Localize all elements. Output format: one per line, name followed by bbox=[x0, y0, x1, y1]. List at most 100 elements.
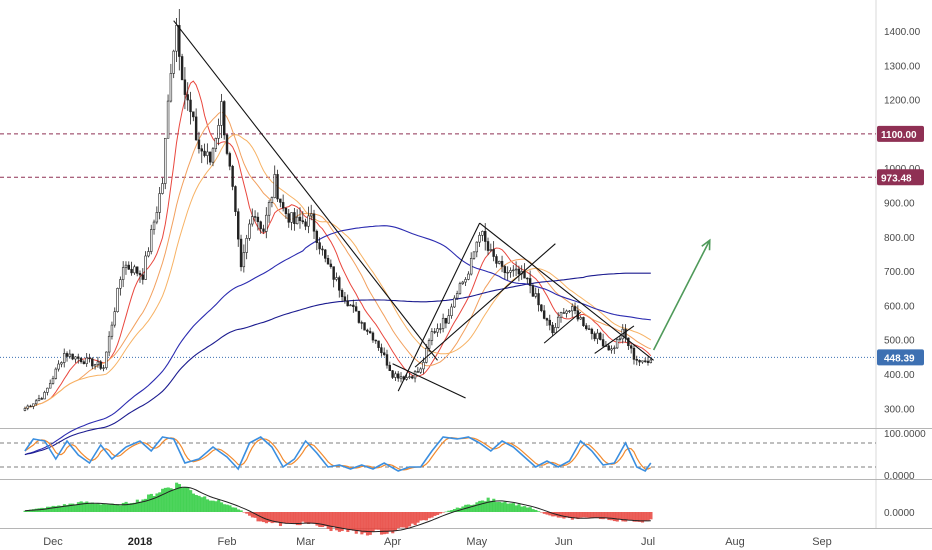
macd-histogram-bar bbox=[396, 512, 400, 529]
candle-body bbox=[287, 213, 290, 223]
macd-histogram-bar bbox=[175, 482, 179, 512]
macd-histogram-bar bbox=[183, 486, 187, 512]
ma-200-line bbox=[24, 272, 651, 456]
candle-body bbox=[579, 317, 582, 320]
candle-body bbox=[253, 216, 257, 218]
time-tick-label: 2018 bbox=[128, 536, 152, 548]
macd-histogram-bar bbox=[253, 512, 257, 518]
candle-body bbox=[164, 137, 167, 184]
macd-histogram-bar bbox=[517, 504, 521, 512]
macd-histogram-bar bbox=[545, 512, 549, 515]
candle-body bbox=[618, 338, 622, 340]
macd-histogram-bar bbox=[292, 512, 297, 524]
candle-body bbox=[281, 202, 285, 209]
candle-body bbox=[486, 241, 490, 251]
macd-histogram-bar bbox=[323, 512, 327, 527]
candle-body bbox=[34, 400, 38, 405]
macd-histogram-bar bbox=[335, 512, 339, 531]
macd-histogram-bar bbox=[427, 512, 431, 519]
candle-body bbox=[481, 231, 484, 236]
price-tick-label: 800.00 bbox=[884, 233, 915, 244]
candle-body bbox=[374, 339, 377, 342]
macd-histogram-bar bbox=[267, 512, 271, 523]
candle-body bbox=[593, 333, 596, 340]
macd-histogram-bar bbox=[379, 512, 384, 535]
macd-histogram-bar bbox=[197, 495, 201, 512]
macd-histogram-bar bbox=[250, 512, 254, 518]
macd-histogram-bar bbox=[318, 512, 322, 527]
candle-body bbox=[649, 359, 653, 363]
candle-body bbox=[354, 306, 358, 312]
candle-body bbox=[495, 256, 498, 264]
candle-body bbox=[422, 362, 425, 370]
candle-body bbox=[556, 316, 560, 328]
macd-histogram-bar bbox=[222, 504, 226, 512]
time-tick-label: Jun bbox=[555, 536, 573, 548]
candle-body bbox=[562, 312, 566, 314]
macd-histogram-bar bbox=[438, 512, 443, 514]
macd-histogram-bar bbox=[60, 505, 64, 512]
macd-histogram-bar bbox=[211, 500, 215, 512]
macd-histogram-bar bbox=[186, 487, 190, 512]
candle-body bbox=[127, 264, 130, 270]
candle-body bbox=[646, 360, 650, 363]
candle-body bbox=[391, 370, 394, 378]
candle-body bbox=[506, 271, 509, 274]
candle-body bbox=[96, 361, 100, 365]
macd-histogram-bar bbox=[287, 512, 291, 524]
candle-body bbox=[37, 398, 41, 402]
candle-body bbox=[245, 238, 248, 253]
candle-body bbox=[632, 347, 636, 360]
candle-body bbox=[152, 221, 156, 230]
candle-body bbox=[172, 50, 175, 74]
candle-body bbox=[91, 358, 94, 367]
macd-histogram-bar bbox=[632, 512, 636, 522]
macd-histogram-bar bbox=[447, 510, 451, 512]
candle-body bbox=[192, 111, 195, 118]
macd-histogram-bar bbox=[500, 502, 504, 512]
candle-body bbox=[582, 317, 585, 326]
candle-body bbox=[638, 360, 641, 363]
macd-histogram-bar bbox=[132, 502, 137, 512]
candle-body bbox=[180, 56, 184, 81]
candle-body bbox=[65, 353, 69, 357]
macd-histogram-bar bbox=[360, 512, 364, 535]
candle-body bbox=[147, 251, 150, 257]
macd-histogram-bar bbox=[23, 510, 27, 512]
candle-body bbox=[439, 328, 442, 330]
candle-body bbox=[534, 293, 537, 297]
candle-body bbox=[150, 229, 153, 252]
candle-body bbox=[293, 212, 296, 225]
macd-histogram-bar bbox=[629, 512, 633, 521]
candle-body bbox=[82, 361, 86, 364]
candle-body bbox=[32, 403, 35, 407]
candle-body bbox=[596, 332, 599, 340]
macd-histogram-bar bbox=[534, 510, 538, 512]
macd-histogram-bar bbox=[281, 512, 285, 524]
price-tick-label: 900.00 bbox=[884, 199, 915, 210]
macd-histogram-bar bbox=[559, 512, 563, 518]
macd-panel: 0.0000 bbox=[23, 482, 915, 536]
macd-histogram-bar bbox=[450, 510, 454, 512]
candle-body bbox=[551, 324, 554, 334]
macd-histogram-bar bbox=[368, 512, 372, 535]
candle-body bbox=[46, 387, 49, 393]
macd-histogram-bar bbox=[29, 509, 33, 512]
candle-body bbox=[641, 360, 644, 363]
macd-histogram-bar bbox=[177, 484, 182, 512]
candle-body bbox=[405, 377, 408, 380]
candle-body bbox=[54, 368, 58, 379]
candle-body bbox=[601, 339, 605, 347]
candle-body bbox=[239, 238, 243, 268]
candle-body bbox=[121, 267, 125, 280]
macd-histogram-bar bbox=[256, 512, 260, 522]
macd-histogram-bar bbox=[394, 512, 398, 531]
candle-body bbox=[542, 310, 546, 319]
macd-histogram-bar bbox=[408, 512, 412, 527]
candle-body bbox=[273, 174, 276, 198]
current-price-label: 448.39 bbox=[884, 353, 915, 364]
price-tick-label: 600.00 bbox=[884, 301, 915, 312]
macd-histogram-bar bbox=[649, 512, 653, 520]
macd-histogram-bar bbox=[141, 499, 145, 512]
